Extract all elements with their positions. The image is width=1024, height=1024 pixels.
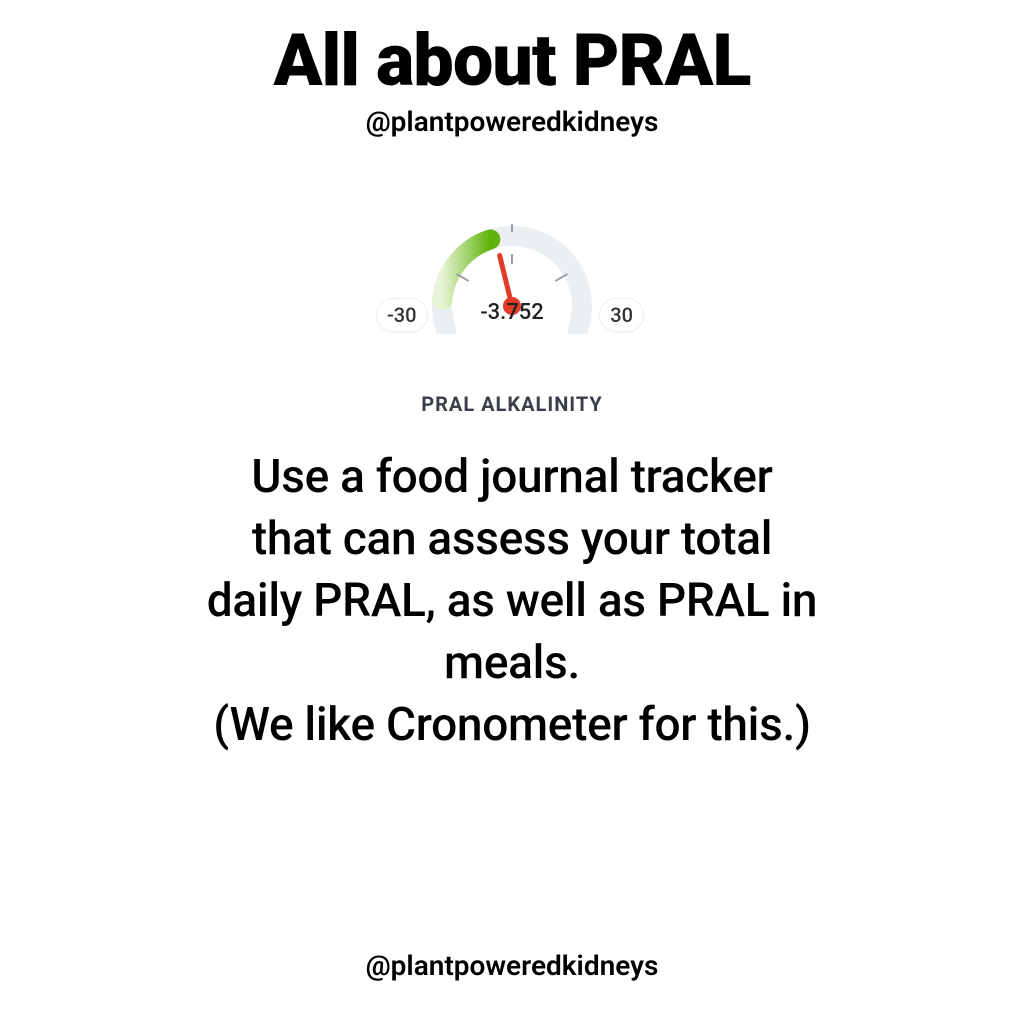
body-line-4: meals. — [444, 636, 580, 690]
page-title: All about PRAL — [273, 18, 750, 103]
body-line-3: daily PRAL, as well as PRAL in — [207, 574, 817, 628]
gauge-min-label: -30 — [376, 298, 428, 332]
gauge-value: -3.752 — [480, 300, 544, 325]
handle-bottom: @plantpoweredkidneys — [0, 949, 1024, 982]
gauge-max-label: 30 — [599, 298, 644, 332]
gauge-label: PRAL ALKALINITY — [421, 392, 603, 416]
handle-top: @plantpoweredkidneys — [366, 105, 659, 138]
body-line-2: that can assess your total — [252, 512, 772, 566]
body-text: Use a food journal tracker that can asse… — [207, 446, 817, 756]
body-line-1: Use a food journal tracker — [251, 450, 772, 504]
pral-gauge: -30 30 -3.752 — [382, 194, 642, 364]
body-line-5: (We like Cronometer for this.) — [213, 698, 810, 752]
